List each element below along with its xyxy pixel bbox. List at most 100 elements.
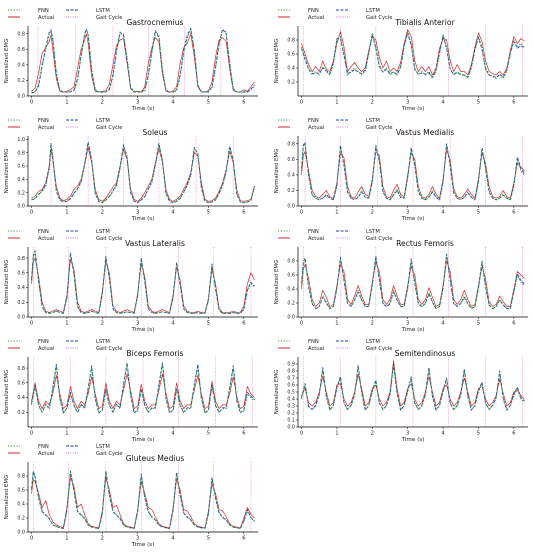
legend-label-actual: Actual — [38, 451, 54, 457]
x-tick-label: 1 — [335, 431, 338, 437]
y-tick-label: 0.0 — [17, 530, 25, 536]
x-tick-label: 4 — [171, 210, 175, 216]
x-tick-label: 3 — [406, 321, 409, 327]
y-axis-label: Normalized EMG — [274, 149, 280, 194]
emg-panel: FNN Actual LSTM Gait Cycle Soleus 0 1 2 3 4 5 6 0.0 0… — [2, 114, 262, 222]
x-axis-label: Time (s) — [401, 437, 425, 443]
y-tick-label: 0.4 — [287, 287, 295, 293]
legend-label-actual: Actual — [38, 125, 54, 131]
series-line-lstm — [301, 141, 525, 201]
y-tick-label: 0.6 — [17, 380, 25, 386]
legend-label-lstm: LSTM — [366, 118, 380, 124]
x-axis-label: Time (s) — [131, 327, 155, 333]
y-tick-label: 0.8 — [17, 256, 25, 262]
y-tick-label: 0.2 — [17, 78, 25, 84]
y-tick-label: 0.6 — [17, 164, 25, 170]
x-tick-label: 5 — [477, 100, 480, 106]
emg-panel: FNN Actual LSTM Gait Cycle Vastus Medialis 0 1… — [272, 114, 532, 222]
legend-label-gait: Gait Cycle — [96, 236, 123, 242]
series-line-lstm — [31, 141, 255, 204]
y-axis-label: Normalized EMG — [274, 260, 280, 305]
x-tick-label: 1 — [65, 100, 68, 106]
series-line-lstm — [31, 250, 255, 314]
series-line-fnn — [301, 364, 525, 411]
x-tick-label: 6 — [242, 321, 245, 327]
x-tick-label: 1 — [335, 100, 338, 106]
legend-label-gait: Gait Cycle — [96, 15, 123, 21]
chart-title: Vastus Lateralis — [125, 239, 185, 248]
x-tick-label: 6 — [242, 210, 245, 216]
x-tick-label: 0 — [300, 321, 303, 327]
y-tick-label: 0.0 — [287, 204, 295, 210]
y-axis-label: Normalized EMG — [4, 39, 10, 84]
emg-panel: FNN Actual LSTM Gait Cycle Semitendinosus 0 1 2… — [272, 335, 532, 443]
x-tick-label: 5 — [207, 100, 210, 106]
series-line-fnn — [300, 254, 525, 310]
x-axis-label: Time (s) — [131, 216, 155, 222]
x-tick-label: 2 — [101, 536, 104, 542]
x-axis-label: Time (s) — [131, 437, 155, 443]
legend-label-fnn: FNN — [308, 229, 319, 235]
emg-panel: FNN Actual LSTM Gait Cycle Tibialis Anterior… — [272, 4, 532, 112]
x-tick-label: 4 — [441, 321, 445, 327]
y-tick-label: 0.0 — [287, 315, 295, 321]
chart-title: Gastrocnemius — [126, 18, 183, 27]
legend-label-lstm: LSTM — [366, 339, 380, 345]
emg-panel: FNN Actual LSTM Gait Cycle Gluteus Medius 0 1 2… — [2, 440, 262, 548]
x-tick-label: 5 — [477, 210, 480, 216]
series-line-fnn — [30, 471, 255, 530]
legend-label-fnn: FNN — [308, 118, 319, 124]
y-axis-label: Normalized EMG — [4, 260, 10, 305]
x-tick-label: 4 — [171, 431, 175, 437]
x-tick-label: 1 — [335, 321, 338, 327]
x-tick-label: 1 — [65, 321, 68, 327]
series-line-lstm — [31, 362, 255, 414]
x-tick-label: 2 — [371, 321, 374, 327]
chart-title: Vastus Medialis — [396, 128, 454, 137]
x-tick-label: 2 — [371, 431, 374, 437]
y-tick-label: 0.0 — [17, 204, 25, 210]
legend-label-fnn: FNN — [308, 339, 319, 345]
series-line-fnn — [31, 29, 255, 93]
x-tick-label: 5 — [207, 321, 210, 327]
x-tick-label: 0 — [30, 321, 33, 327]
series-line-actual — [31, 477, 255, 529]
y-tick-label: 1.0 — [17, 137, 25, 143]
series-line-fnn — [31, 142, 255, 204]
series-line-fnn — [300, 143, 525, 201]
legend-label-lstm: LSTM — [96, 444, 110, 450]
x-tick-label: 1 — [65, 210, 68, 216]
y-tick-label: 0.6 — [17, 488, 25, 494]
x-axis-label: Time (s) — [401, 216, 425, 222]
y-tick-label: 0.8 — [17, 31, 25, 37]
x-tick-label: 5 — [477, 431, 480, 437]
x-tick-label: 6 — [512, 210, 515, 216]
x-tick-label: 4 — [171, 321, 175, 327]
series-line-actual — [31, 373, 255, 409]
legend-label-gait: Gait Cycle — [96, 451, 123, 457]
y-tick-label: 0.6 — [287, 273, 295, 279]
x-tick-label: 6 — [242, 431, 245, 437]
x-tick-label: 3 — [136, 321, 139, 327]
x-tick-label: 6 — [512, 431, 515, 437]
y-axis-label: Normalized EMG — [4, 475, 10, 520]
legend-label-actual: Actual — [308, 346, 324, 352]
x-tick-label: 5 — [207, 536, 210, 542]
legend-label-gait: Gait Cycle — [366, 236, 393, 242]
legend-label-actual: Actual — [308, 236, 324, 242]
x-tick-label: 6 — [242, 536, 245, 542]
chart-title: Tibialis Anterior — [394, 18, 455, 27]
y-tick-label: 0.4 — [17, 63, 25, 69]
